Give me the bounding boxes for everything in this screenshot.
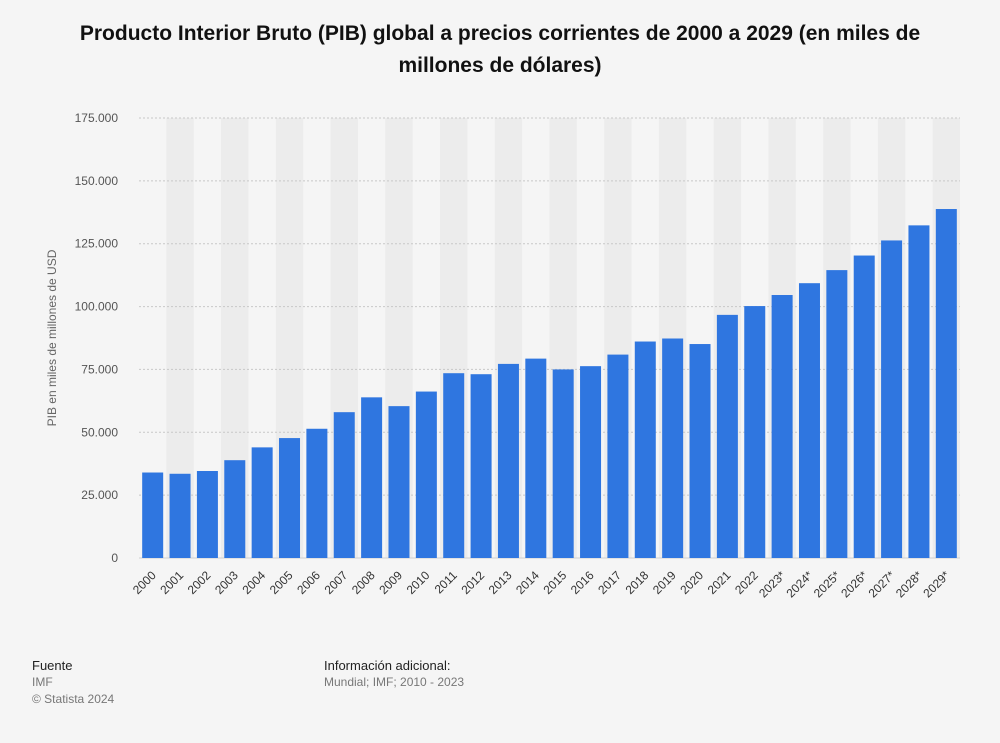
copyright-text: © Statista 2024	[32, 692, 115, 706]
bar	[881, 240, 903, 558]
y-tick-label: 100.000	[75, 300, 119, 314]
x-tick-label: 2013	[486, 568, 515, 597]
x-tick-label: 2004	[239, 568, 268, 597]
bar-chart: 0 25.000 50.000 75.000 100.000 125.000 150.000…	[45, 111, 960, 600]
bar	[279, 438, 301, 558]
x-tick-label: 2026*	[838, 568, 870, 600]
x-tick-label: 2021	[705, 568, 734, 597]
bar	[388, 406, 410, 558]
x-tick-label: 2024*	[784, 568, 816, 600]
y-tick-label: 175.000	[75, 111, 119, 125]
bar	[169, 473, 191, 558]
bar	[935, 209, 957, 558]
x-tick-label: 2010	[404, 568, 433, 597]
y-tick-label: 125.000	[75, 237, 119, 251]
x-tick-label: 2014	[513, 568, 542, 597]
bar	[908, 225, 930, 559]
x-tick-label: 2002	[185, 568, 214, 597]
x-tick-label: 2001	[157, 568, 186, 597]
x-tick-label: 2000	[130, 568, 159, 597]
x-tick-label: 2028*	[893, 568, 925, 600]
bar	[662, 338, 684, 558]
bar	[716, 314, 738, 558]
y-tick-label: 50.000	[81, 425, 118, 439]
bar	[689, 344, 711, 558]
additional-info-block: Información adicional: Mundial; IMF; 201…	[324, 657, 464, 691]
bar	[333, 412, 355, 558]
bar	[607, 354, 629, 558]
bar	[853, 255, 875, 558]
x-tick-label: 2029*	[920, 568, 952, 600]
bar	[497, 363, 519, 558]
x-tick-label: 2005	[267, 568, 296, 597]
x-tick-label: 2023*	[756, 568, 788, 600]
bar	[826, 270, 848, 558]
bar	[744, 306, 766, 558]
x-tick-label: 2011	[432, 568, 460, 596]
bar	[634, 341, 656, 558]
x-tick-label: 2027*	[866, 568, 898, 600]
x-tick-label: 2007	[322, 568, 351, 597]
x-tick-label: 2025*	[811, 568, 843, 600]
bar	[224, 460, 246, 558]
bar	[580, 366, 602, 558]
info-heading: Información adicional:	[324, 658, 451, 673]
x-tick-label: 2016	[568, 568, 597, 597]
y-axis-label: PIB en miles de millones de USD	[45, 249, 59, 426]
bar	[251, 447, 273, 558]
y-tick-label: 25.000	[81, 488, 118, 502]
bar	[361, 397, 383, 558]
x-tick-label: 2018	[623, 568, 652, 597]
chart-title: Producto Interior Bruto (PIB) global a p…	[79, 22, 921, 77]
info-value: Mundial; IMF; 2010 - 2023	[324, 675, 465, 689]
bar	[470, 374, 492, 558]
x-tick-label: 2003	[212, 568, 241, 597]
bar	[771, 295, 793, 558]
x-tick-label: 2020	[677, 568, 706, 597]
bar	[415, 391, 437, 558]
source-block: Fuente IMF © Statista 2024	[32, 657, 114, 708]
y-tick-label: 75.000	[81, 362, 118, 376]
bar	[552, 369, 574, 558]
x-tick-label: 2022	[732, 568, 761, 597]
x-tick-label: 2012	[458, 568, 487, 597]
bar	[443, 373, 465, 558]
y-tick-label: 150.000	[75, 174, 119, 188]
source-heading: Fuente	[32, 658, 73, 673]
bar	[306, 428, 328, 558]
x-tick-label: 2006	[294, 568, 323, 597]
x-tick-label: 2019	[650, 568, 679, 597]
x-tick-label: 2015	[541, 568, 570, 597]
source-value: IMF	[32, 675, 53, 689]
y-tick-label: 0	[111, 551, 118, 565]
bar	[142, 472, 164, 558]
bar	[525, 358, 547, 558]
bar	[196, 471, 218, 558]
x-tick-label: 2017	[595, 568, 624, 597]
x-tick-label: 2009	[376, 568, 405, 597]
x-tick-label: 2008	[349, 568, 378, 597]
bar	[798, 283, 820, 558]
